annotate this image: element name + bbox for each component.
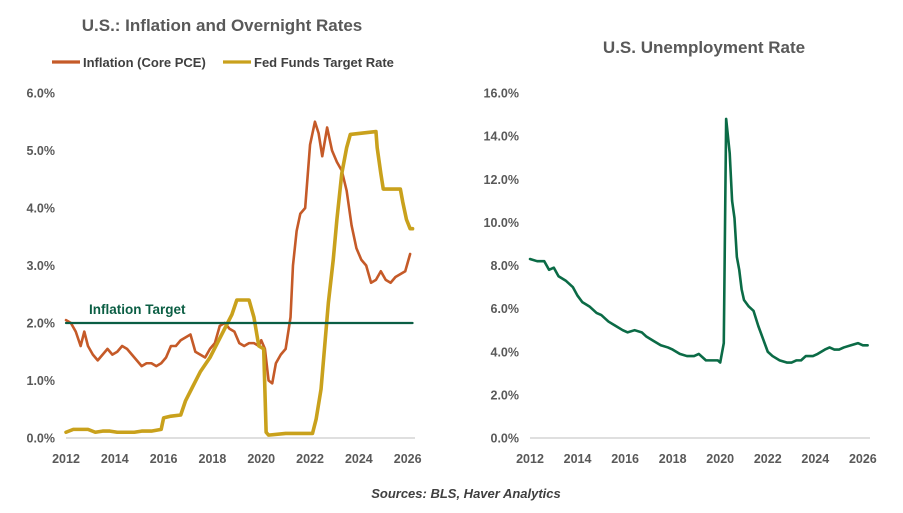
y-tick-label: 12.0% xyxy=(484,173,519,187)
y-axis-ticks: 0.0% 1.0% 2.0% 3.0% 4.0% 5.0% 6.0% xyxy=(27,87,56,446)
x-tick-label: 2020 xyxy=(706,452,734,466)
legend-label-fed-funds: Fed Funds Target Rate xyxy=(254,55,394,70)
y-tick-label: 2.0% xyxy=(491,388,520,402)
y-tick-label: 6.0% xyxy=(27,87,56,101)
y-tick-label: 3.0% xyxy=(27,259,56,273)
x-tick-label: 2018 xyxy=(659,452,687,466)
y-tick-label: 0.0% xyxy=(491,432,520,446)
y-tick-label: 4.0% xyxy=(491,345,520,359)
x-tick-label: 2024 xyxy=(345,452,373,466)
series-line-inflation-core-pce xyxy=(64,120,412,385)
x-tick-label: 2022 xyxy=(296,452,324,466)
x-axis-ticks: 2012 2014 2016 2018 2020 2022 2024 2026 xyxy=(516,452,877,466)
x-tick-label: 2022 xyxy=(754,452,782,466)
y-tick-label: 16.0% xyxy=(484,87,519,101)
x-tick-label: 2020 xyxy=(247,452,275,466)
unemployment-chart: U.S. Unemployment Rate 0.0% 2.0% 4.0% 6.0% 8… xyxy=(484,38,877,466)
source-note: Sources: BLS, Haver Analytics xyxy=(371,486,561,501)
y-tick-label: 8.0% xyxy=(491,259,520,273)
x-tick-label: 2024 xyxy=(801,452,829,466)
x-tick-label: 2016 xyxy=(150,452,178,466)
chart-title: U.S. Unemployment Rate xyxy=(603,38,805,57)
x-tick-label: 2018 xyxy=(199,452,227,466)
x-tick-label: 2026 xyxy=(394,452,422,466)
x-axis-ticks: 2012 2014 2016 2018 2020 2022 2024 2026 xyxy=(52,452,422,466)
y-tick-label: 2.0% xyxy=(27,317,56,331)
inflation-target-label: Inflation Target xyxy=(89,302,186,317)
y-tick-label: 4.0% xyxy=(27,202,56,216)
y-tick-label: 14.0% xyxy=(484,130,519,144)
x-tick-label: 2016 xyxy=(611,452,639,466)
x-tick-label: 2012 xyxy=(52,452,80,466)
series-line-unemployment-rate xyxy=(528,117,869,364)
y-tick-label: 5.0% xyxy=(27,144,56,158)
legend: Inflation (Core PCE) Fed Funds Target Ra… xyxy=(52,55,394,70)
chart-title: U.S.: Inflation and Overnight Rates xyxy=(82,16,363,35)
inflation-rates-chart: U.S.: Inflation and Overnight Rates Infl… xyxy=(27,16,422,466)
y-axis-ticks: 0.0% 2.0% 4.0% 6.0% 8.0% 10.0% 12.0% 14.0% 16.0% xyxy=(484,87,519,446)
y-tick-label: 0.0% xyxy=(27,432,56,446)
x-tick-label: 2014 xyxy=(564,452,592,466)
x-tick-label: 2026 xyxy=(849,452,877,466)
legend-label-inflation: Inflation (Core PCE) xyxy=(83,55,206,70)
x-tick-label: 2012 xyxy=(516,452,544,466)
series-layer xyxy=(64,120,415,437)
y-tick-label: 10.0% xyxy=(484,216,519,230)
series-layer xyxy=(528,117,869,364)
series-line-fed-funds-target-rate xyxy=(64,129,415,437)
y-tick-label: 1.0% xyxy=(27,374,56,388)
y-tick-label: 6.0% xyxy=(491,302,520,316)
x-tick-label: 2014 xyxy=(101,452,129,466)
